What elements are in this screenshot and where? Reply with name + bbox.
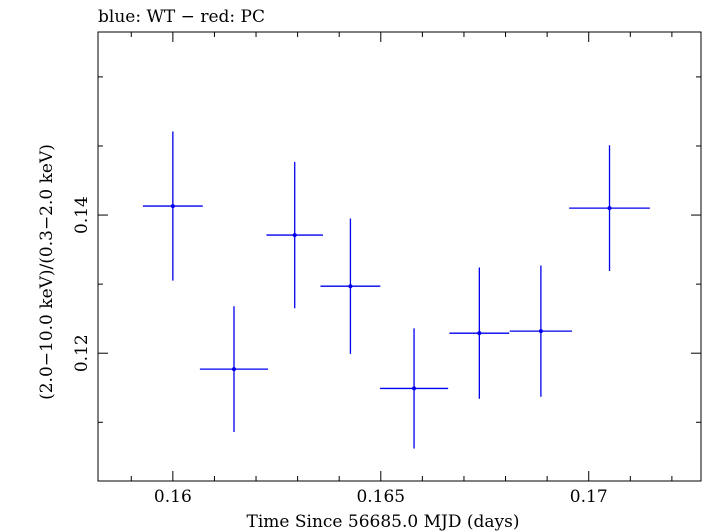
plot-frame — [97, 31, 702, 482]
x-axis-label: Time Since 56685.0 MJD (days) — [247, 512, 520, 532]
point-marker — [348, 284, 353, 289]
point-marker — [231, 367, 236, 372]
data-point — [142, 131, 203, 281]
data-point — [509, 265, 573, 397]
point-marker — [170, 204, 175, 209]
data-point — [320, 218, 381, 354]
x-tick-label: 0.17 — [570, 487, 608, 507]
data-point — [199, 306, 269, 432]
x-axis: 0.16 0.165 0.17 — [130, 32, 673, 507]
y-axis: 0.12 0.14 — [72, 76, 701, 423]
data-point — [569, 145, 650, 272]
point-marker — [538, 329, 543, 334]
x-tick-label: 0.165 — [356, 487, 405, 507]
data-point — [449, 267, 510, 399]
y-axis-label: (2.0−10.0 keV)/(0.3−2.0 keV) — [37, 144, 57, 400]
point-marker — [412, 386, 417, 391]
data-point — [266, 161, 323, 309]
chart-title: blue: WT − red: PC — [98, 7, 265, 27]
x-tick-label: 0.16 — [154, 487, 192, 507]
point-marker — [607, 206, 612, 211]
point-marker — [292, 233, 297, 238]
data-series — [142, 131, 650, 449]
y-tick-label: 0.12 — [72, 334, 92, 372]
y-tick-label: 0.14 — [72, 196, 92, 234]
point-marker — [477, 331, 482, 336]
data-point — [379, 328, 449, 449]
